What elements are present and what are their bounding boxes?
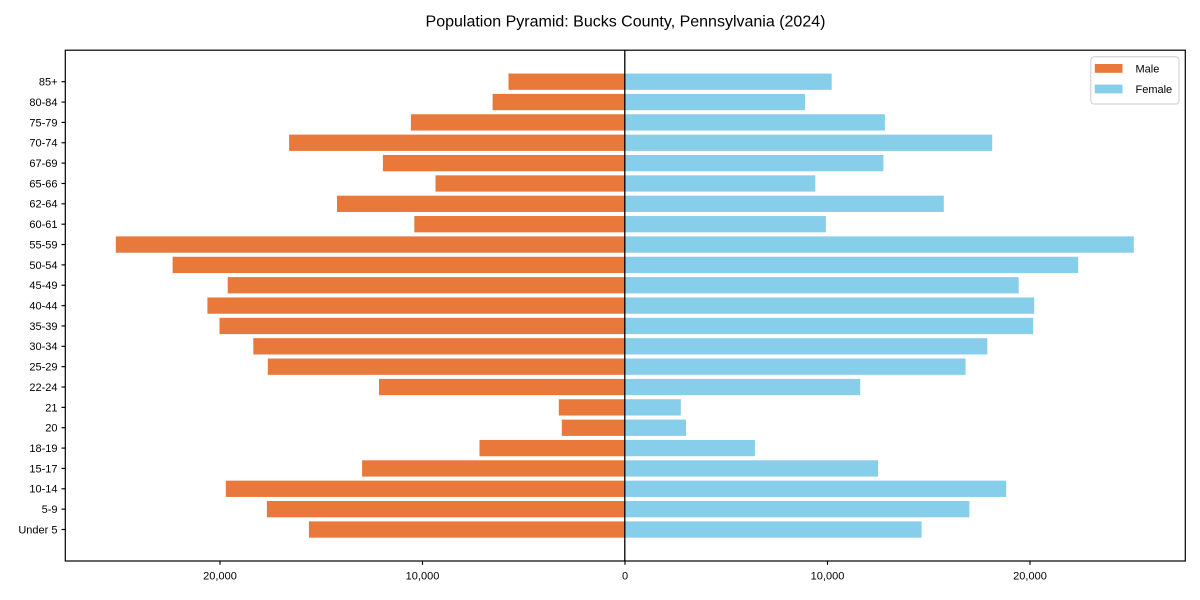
svg-text:45-49: 45-49 — [29, 280, 57, 292]
svg-text:65-66: 65-66 — [29, 178, 57, 190]
svg-text:60-61: 60-61 — [29, 219, 57, 231]
svg-text:75-79: 75-79 — [29, 117, 57, 129]
svg-text:25-29: 25-29 — [29, 362, 57, 374]
svg-text:20,000: 20,000 — [1013, 571, 1047, 583]
svg-text:22-24: 22-24 — [29, 382, 57, 394]
svg-text:80-84: 80-84 — [29, 97, 57, 109]
svg-text:Under 5: Under 5 — [18, 524, 57, 536]
svg-text:20,000: 20,000 — [203, 571, 237, 583]
svg-text:70-74: 70-74 — [29, 138, 57, 150]
svg-text:Female: Female — [1136, 84, 1173, 96]
svg-text:85+: 85+ — [39, 77, 58, 89]
svg-text:10,000: 10,000 — [406, 571, 440, 583]
svg-text:18-19: 18-19 — [29, 443, 57, 455]
svg-text:Male: Male — [1136, 63, 1160, 75]
svg-text:10-14: 10-14 — [29, 484, 57, 496]
svg-text:10,000: 10,000 — [811, 571, 845, 583]
svg-text:21: 21 — [45, 402, 57, 414]
svg-text:Population Pyramid: Bucks Coun: Population Pyramid: Bucks County, Pennsy… — [426, 14, 826, 31]
svg-text:67-69: 67-69 — [29, 158, 57, 170]
svg-text:35-39: 35-39 — [29, 321, 57, 333]
svg-text:15-17: 15-17 — [29, 463, 57, 475]
svg-text:20: 20 — [45, 423, 57, 435]
svg-text:62-64: 62-64 — [29, 199, 57, 211]
svg-text:30-34: 30-34 — [29, 341, 57, 353]
svg-text:50-54: 50-54 — [29, 260, 57, 272]
svg-text:5-9: 5-9 — [42, 504, 58, 516]
svg-text:40-44: 40-44 — [29, 301, 57, 313]
svg-text:0: 0 — [622, 571, 628, 583]
svg-text:55-59: 55-59 — [29, 239, 57, 251]
